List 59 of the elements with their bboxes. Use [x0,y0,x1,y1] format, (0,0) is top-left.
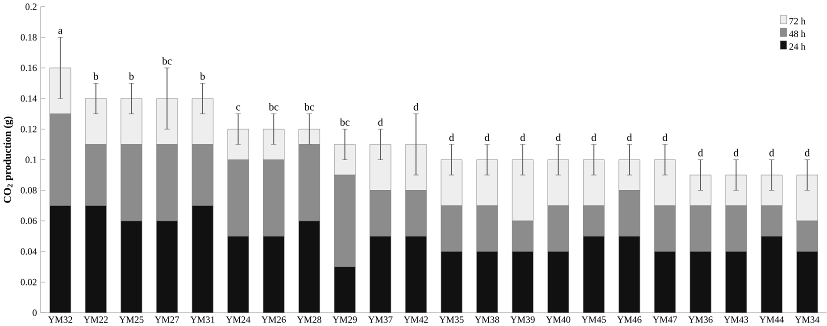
annotation: d [804,148,810,156]
annotation: b [93,72,98,80]
y-tick-label: 0.04 [20,248,37,255]
x-tick-label: YM31 [190,316,214,323]
annotation: d [378,118,383,126]
annotation: d [734,148,739,156]
annotation: d [414,102,418,110]
x-tick-label: YM35 [439,316,464,323]
y-tick-label: 0.02 [20,278,36,286]
x-tick-label: YM39 [510,316,535,323]
annotation: bc [162,56,172,64]
legend-label: 48 h [789,30,806,37]
y-tick-label: 0.14 [20,95,37,102]
x-tick-label: YM44 [759,316,784,323]
y-tick-label: 0.06 [20,218,37,224]
x-tick-label: YM37 [368,316,393,323]
x-tick-label: YM47 [652,316,678,323]
x-tick-label: YM26 [261,316,286,323]
annotation: d [662,133,668,141]
x-tick-label: YM42 [404,316,428,323]
y-axis-title: CO$_{2}$ production (g) [4,116,14,203]
annotation: a [58,28,63,34]
annotation: bc [340,118,350,126]
x-tick-label: YM38 [474,316,500,323]
y-tick-label: 0.12 [20,126,36,132]
annotation: d [484,133,490,141]
annotation: d [556,133,561,141]
x-tick-label: YM36 [688,316,713,323]
y-tick-label: 0 [32,309,37,316]
x-tick-label: YM22 [84,316,108,323]
annotation: d [627,133,632,141]
legend-label: 72 h [790,17,806,24]
legend-label: 24 h [789,42,806,50]
x-tick-label: YM45 [582,316,606,323]
x-tick-label: YM27 [154,316,180,323]
annotation: c [236,105,240,110]
annotation: bc [268,102,278,110]
y-tick-label: 0.18 [20,34,37,40]
annotation: bc [304,102,314,110]
annotation: d [592,133,596,141]
annotation: d [769,148,774,156]
x-tick-label: YM43 [724,316,748,323]
y-tick-label: 0.2 [26,3,36,10]
x-tick-label: YM40 [546,316,570,323]
y-tick-label: 0.1 [26,156,36,163]
x-tick-label: YM34 [794,316,820,323]
x-tick-label: YM46 [617,316,642,323]
annotation: b [200,72,205,80]
annotation: d [449,133,454,141]
annotation: d [698,148,704,156]
x-tick-label: YM28 [296,316,322,323]
x-tick-label: YM24 [226,316,250,323]
y-tick-label: 0.16 [20,64,37,71]
x-tick-label: YM25 [119,316,144,323]
annotation: d [520,133,526,141]
x-tick-label: YM29 [332,316,357,323]
annotation: b [128,72,134,80]
x-tick-label: YM32 [48,316,72,323]
y-tick-label: 0.08 [20,186,37,194]
